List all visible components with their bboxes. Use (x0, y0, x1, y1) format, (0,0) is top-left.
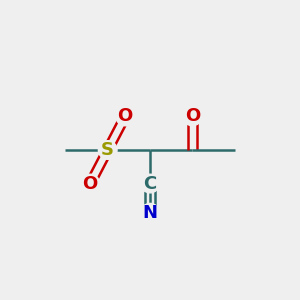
Circle shape (116, 107, 134, 126)
Text: O: O (118, 107, 133, 125)
Circle shape (141, 174, 159, 193)
Text: C: C (143, 175, 157, 193)
Text: O: O (185, 107, 200, 125)
Circle shape (141, 203, 159, 222)
Text: O: O (82, 175, 98, 193)
Circle shape (183, 107, 202, 126)
Circle shape (81, 174, 100, 193)
Circle shape (98, 141, 117, 159)
Text: S: S (101, 141, 114, 159)
Text: N: N (142, 204, 158, 222)
